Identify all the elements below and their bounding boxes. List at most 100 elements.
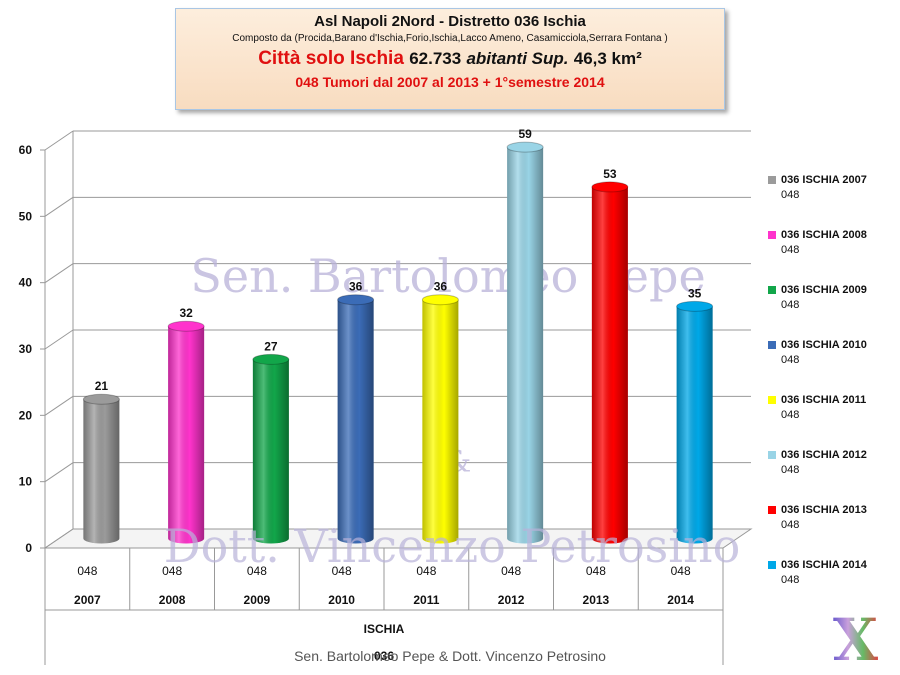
category-year: 2010: [328, 593, 355, 607]
title-area: 46,3 km²: [573, 49, 642, 68]
category-year: 2008: [159, 593, 186, 607]
bars: 21 32 27 36 36 59 53 35: [82, 127, 714, 544]
legend-swatch: [768, 231, 776, 239]
bar-top: [167, 320, 205, 332]
title-line-2: Composto da (Procida,Barano d'Ischia,For…: [232, 33, 668, 44]
watermark-bottom: Dott. Vincenzo Petrosino: [164, 519, 741, 573]
legend-series-name: 036 ISCHIA 2009: [781, 284, 867, 296]
bar: [337, 294, 375, 544]
legend-series-code: 048: [781, 519, 800, 531]
legend-series-name: 036 ISCHIA 2008: [781, 229, 867, 241]
category-year: 2013: [583, 593, 610, 607]
legend-series-code: 048: [781, 464, 800, 476]
bar-top: [506, 141, 544, 153]
y-tick-label: 60: [19, 143, 33, 157]
y-tick-label: 40: [19, 276, 33, 290]
bar: [421, 294, 459, 544]
legend-swatch: [768, 506, 776, 514]
group-label: 036: [374, 649, 394, 663]
bar-shading: [252, 359, 289, 544]
bar: [167, 320, 205, 544]
bar-top: [676, 300, 714, 312]
data-label: 35: [688, 286, 702, 300]
bar-shading: [168, 326, 205, 544]
y-axis: 0 10 20 30 40 50 60: [19, 143, 45, 555]
legend-series-name: 036 ISCHIA 2014: [781, 559, 867, 571]
legend-series-code: 048: [781, 299, 800, 311]
y-tick-label: 0: [25, 541, 32, 555]
bar-top: [421, 294, 459, 306]
category-code: 048: [671, 564, 691, 578]
legend-series-name: 036 ISCHIA 2012: [781, 449, 867, 461]
legend-series-code: 048: [781, 244, 800, 256]
legend-series-code: 048: [781, 574, 800, 586]
y-tick-label: 30: [19, 342, 33, 356]
category-year: 2009: [244, 593, 271, 607]
data-label: 36: [434, 280, 448, 294]
title-line-3: Città solo Ischia 62.733 abitanti Sup. 4…: [176, 46, 724, 72]
legend-series-name: 036 ISCHIA 2013: [781, 504, 867, 516]
bar-shading: [83, 399, 120, 544]
legend-swatch: [768, 561, 776, 569]
category-code: 048: [586, 564, 606, 578]
grid-diagonal: [44, 395, 74, 416]
bar-top: [591, 181, 629, 193]
legend-series-name: 036 ISCHIA 2007: [781, 174, 867, 186]
grid-diagonal: [44, 196, 74, 217]
category-code: 048: [501, 564, 521, 578]
y-tick-label: 50: [19, 209, 33, 223]
category-code: 048: [332, 564, 352, 578]
title-inhabitants: abitanti Sup.: [466, 49, 569, 68]
category-year: 2011: [413, 593, 439, 607]
legend-swatch: [768, 451, 776, 459]
bar-top: [82, 393, 120, 405]
bar-shading: [591, 186, 628, 544]
x-logo: X: [833, 606, 879, 674]
chart-grid: [43, 130, 753, 549]
data-label: 27: [264, 339, 278, 353]
bar: [82, 393, 120, 544]
legend-swatch: [768, 286, 776, 294]
y-tick-label: 20: [19, 408, 33, 422]
title-city: Città solo Ischia: [258, 48, 404, 69]
grid-diagonal: [44, 528, 74, 549]
category-code: 048: [416, 564, 436, 578]
bar-top: [252, 353, 290, 365]
legend-series-code: 048: [781, 189, 800, 201]
bar: [591, 181, 629, 544]
category-year: 2007: [74, 593, 101, 607]
category-table: 048 2007 048 2008 048 2009 048 2010 048 2011 048 20…: [44, 548, 724, 665]
footer-credit: Sen. Bartolomeo Pepe & Dott. Vincenzo Pe…: [294, 648, 606, 664]
grid-diagonal: [44, 462, 74, 483]
bar: [252, 353, 290, 544]
legend-series-name: 036 ISCHIA 2011: [781, 394, 867, 406]
legend-series-name: 036 ISCHIA 2010: [781, 339, 867, 351]
title-line-1: Asl Napoli 2Nord - Distretto 036 Ischia: [314, 13, 586, 30]
category-code: 048: [77, 564, 97, 578]
data-label: 36: [349, 280, 363, 294]
category-year: 2012: [498, 593, 525, 607]
data-label: 53: [603, 167, 617, 181]
bar-shading: [507, 147, 544, 544]
grid-diagonal: [44, 130, 74, 151]
legend-swatch: [768, 341, 776, 349]
data-label: 32: [179, 306, 193, 320]
data-label: 59: [518, 127, 532, 141]
title-line-4: 048 Tumori dal 2007 al 2013 + 1°semestre…: [295, 74, 605, 90]
category-code: 048: [247, 564, 267, 578]
data-label: 21: [95, 379, 109, 393]
legend-series-code: 048: [781, 354, 800, 366]
legend-series-code: 048: [781, 409, 800, 421]
grid-diagonal: [44, 329, 74, 350]
category-code: 048: [162, 564, 182, 578]
bar: [506, 141, 544, 544]
y-tick-label: 10: [19, 475, 33, 489]
bar-top: [337, 294, 375, 306]
legend-swatch: [768, 176, 776, 184]
group-label: ISCHIA: [364, 622, 405, 636]
title-population: 62.733: [409, 49, 462, 68]
bar-shading: [337, 299, 374, 544]
legend-swatch: [768, 396, 776, 404]
bar-shading: [422, 299, 459, 544]
